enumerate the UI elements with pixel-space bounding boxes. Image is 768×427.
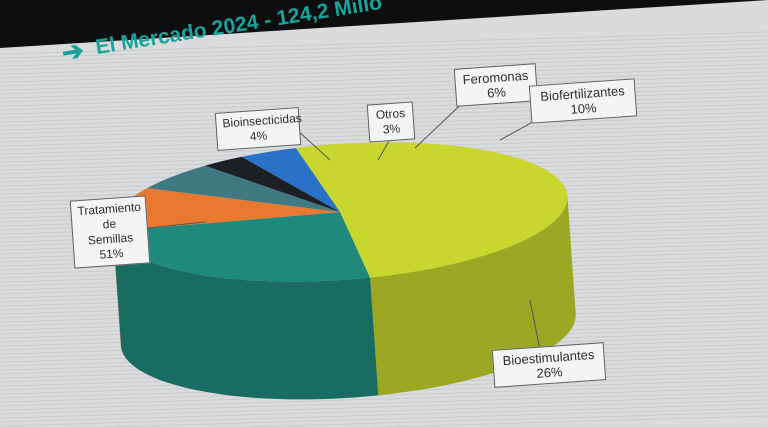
pie-side-0-0 — [370, 196, 576, 396]
label-otros-name: Otros — [375, 106, 406, 123]
pie-slice-5 — [241, 147, 340, 212]
pie-slice-4 — [205, 156, 340, 212]
leader-line-5 — [529, 299, 541, 351]
leader-line-1 — [296, 129, 331, 161]
label-bioestimulantes: Bioestimulantes 26% — [491, 342, 607, 388]
label-tratamiento-line1: Tratamiento de — [76, 199, 142, 232]
label-bioinsecticidas: Bioinsecticidas 4% — [214, 107, 302, 151]
label-feromonas: Feromonas 6% — [453, 63, 539, 107]
pie-side-1-0 — [113, 231, 379, 400]
pie-slice-3 — [147, 165, 340, 212]
label-otros-pct: 3% — [382, 121, 401, 137]
label-tratamiento: Tratamiento de Semillas 51% — [69, 195, 151, 269]
header-dark-band — [0, 0, 768, 48]
pie-slice-2 — [112, 188, 340, 232]
pie-slice-1 — [113, 212, 371, 282]
label-otros: Otros 3% — [366, 101, 416, 143]
leader-line-0 — [147, 221, 206, 229]
label-biofertilizantes: Biofertilizantes 10% — [528, 78, 638, 124]
pie-slice-0 — [295, 142, 568, 278]
